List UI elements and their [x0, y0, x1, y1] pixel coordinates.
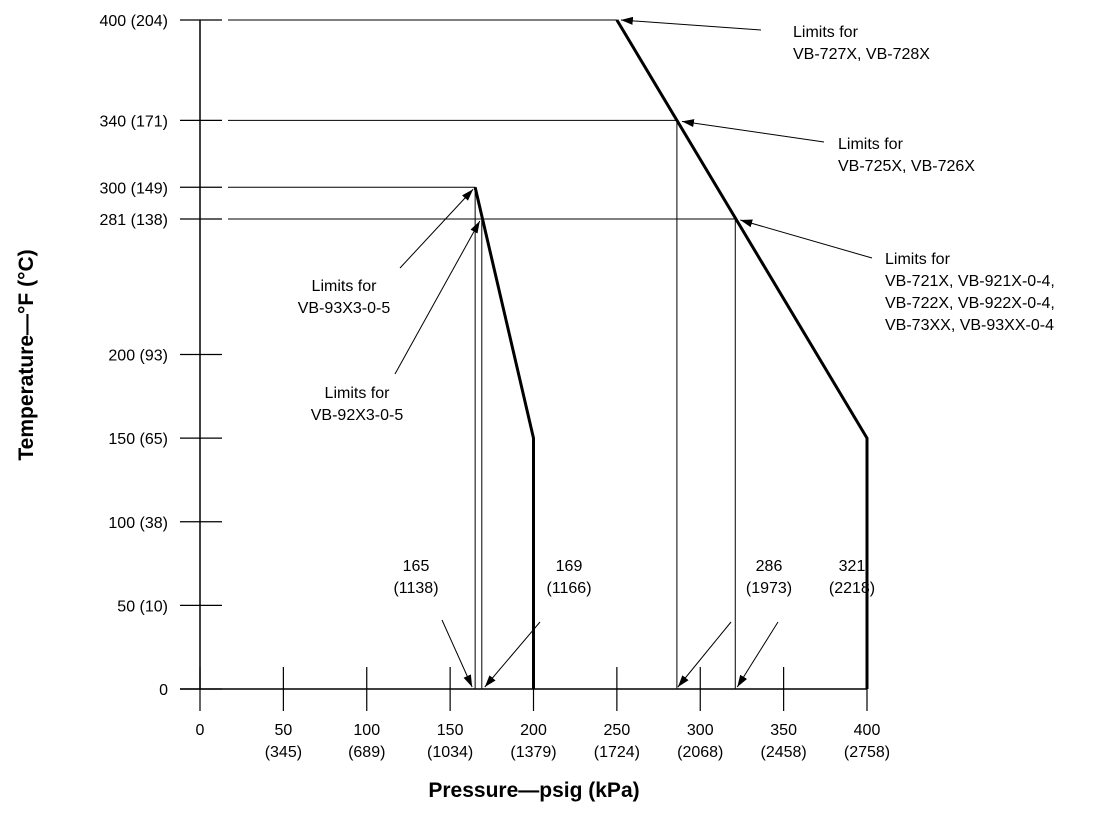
y-tick-label: 400 (204) — [100, 13, 169, 30]
x-tick-label: 200 — [520, 722, 547, 739]
y-tick-label: 0 — [159, 682, 168, 699]
annotation-label: Limits for VB-725X, VB-726X — [838, 136, 975, 175]
annotation-label: Limits for VB-93X3-0-5 — [298, 278, 391, 317]
value-label: 169 (1166) — [546, 558, 591, 597]
annotation-arrow — [682, 121, 824, 142]
x-tick-sublabel: (2758) — [844, 744, 890, 761]
x-tick-sublabel: (1724) — [594, 744, 640, 761]
x-tick-label: 50 — [274, 722, 292, 739]
value-label-arrow — [442, 620, 472, 687]
x-tick-sublabel: (1034) — [427, 744, 473, 761]
x-axis-title: Pressure—psig (kPa) — [428, 779, 639, 802]
value-label-arrow — [485, 622, 540, 687]
x-tick-sublabel: (2068) — [677, 744, 723, 761]
x-tick-sublabel: (689) — [348, 744, 385, 761]
value-label-arrow — [737, 622, 778, 687]
x-tick-label: 250 — [604, 722, 631, 739]
x-tick-label: 0 — [196, 722, 205, 739]
series-line — [475, 187, 533, 689]
y-tick-label: 200 (93) — [108, 348, 168, 365]
annotations: Limits for VB-727X, VB-728X Limits for VB-7… — [298, 20, 1055, 424]
annotation-arrow — [740, 220, 872, 258]
value-label-arrow — [678, 622, 731, 687]
value-labels: 165 (1138)169 (1166)286 (1973)321 (2218) — [393, 558, 875, 687]
value-label: 286 (1973) — [746, 558, 792, 597]
y-tick-label: 281 (138) — [100, 212, 169, 229]
x-tick-sublabel: (345) — [265, 744, 302, 761]
x-tick-label: 100 — [353, 722, 380, 739]
value-label: 165 (1138) — [393, 558, 438, 597]
x-tick-label: 150 — [437, 722, 464, 739]
x-tick-sublabel: (1379) — [510, 744, 556, 761]
annotation-arrow — [400, 189, 473, 268]
x-tick-label: 400 — [854, 722, 881, 739]
y-axis-title: Temperature—°F (°C) — [15, 249, 38, 460]
annotation-label: Limits for VB-721X, VB-921X-0-4, VB-722X, … — [885, 251, 1055, 334]
y-tick-label: 150 (65) — [108, 431, 168, 448]
y-tick-label: 340 (171) — [100, 113, 169, 130]
annotation-arrow — [621, 20, 761, 30]
x-tick-label: 300 — [687, 722, 714, 739]
axes: 0 50 (10) 100 (38) 150 (65) 200 (93) 281 (138… — [100, 13, 891, 761]
annotation-arrow — [395, 221, 480, 374]
annotation-label: Limits for VB-92X3-0-5 — [311, 385, 404, 424]
y-tick-label: 300 (149) — [100, 180, 169, 197]
y-tick-label: 50 (10) — [117, 598, 168, 615]
x-tick-sublabel: (2458) — [761, 744, 807, 761]
x-tick-label: 350 — [770, 722, 797, 739]
annotation-label: Limits for VB-727X, VB-728X — [793, 24, 930, 63]
y-tick-label: 100 (38) — [108, 515, 168, 532]
reference-lines — [228, 20, 735, 689]
